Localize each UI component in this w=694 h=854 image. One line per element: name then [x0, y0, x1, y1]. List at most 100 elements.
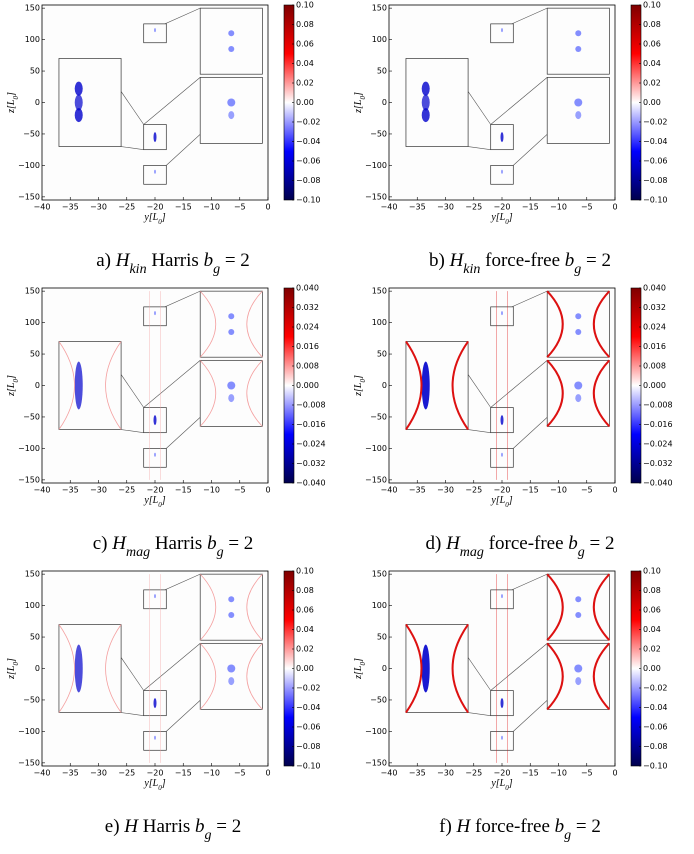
- caption: e) H Harris bg = 2: [105, 816, 241, 842]
- field-blob: [421, 81, 430, 96]
- text-part: kin: [463, 262, 480, 277]
- field-curve: [199, 643, 263, 710]
- text-part: y[L: [143, 212, 158, 223]
- inset: [58, 58, 122, 147]
- y-axis-label: z[L0]: [353, 375, 366, 397]
- colorbar-tick-label: 0.00: [296, 664, 314, 673]
- x-tick-label: −30: [90, 203, 107, 212]
- colorbar-tick-label: 0.04: [296, 625, 314, 634]
- inset-connector: [468, 146, 491, 150]
- text-part: 0: [158, 218, 162, 226]
- x-tick-label: −25: [118, 486, 135, 495]
- colorbar-tick-label: −0.04: [296, 703, 321, 712]
- text-part: 0: [505, 784, 509, 792]
- colorbar-tick-label: 0.02: [643, 79, 661, 88]
- colorbar-tick-label: 0.016: [296, 342, 319, 351]
- colorbar-tick-label: 0.04: [643, 59, 661, 68]
- x-tick-label: −5: [234, 486, 246, 495]
- colorbar-tick-label: 0.040: [643, 284, 666, 293]
- text-part: ]: [508, 212, 513, 223]
- y-tick-label: 100: [25, 601, 40, 610]
- inset-connector: [121, 712, 144, 716]
- text-part: 0: [359, 662, 367, 666]
- colorbar-tick-label: −0.032: [296, 459, 326, 468]
- x-tick-label: −5: [234, 769, 246, 778]
- colorbar-tick-label: −0.024: [296, 440, 326, 449]
- y-tick-label: 50: [377, 67, 387, 76]
- colorbar-tick-label: 0.08: [296, 586, 314, 595]
- colorbar-tick-label: −0.10: [296, 196, 321, 205]
- text-part: ]: [161, 212, 166, 223]
- x-tick-label: −40: [34, 486, 51, 495]
- colorbar-tick-label: 0.000: [296, 381, 319, 390]
- inset-connector: [490, 360, 548, 408]
- y-tick-label: 100: [372, 601, 387, 610]
- text-part: y[L: [490, 212, 505, 223]
- field-blob: [154, 735, 156, 740]
- text-part: ]: [6, 375, 17, 380]
- field-blob: [501, 28, 503, 33]
- field-blob: [228, 329, 235, 336]
- panel: −40 −35 −30 −25 −20 −15 −10 −5 0−150−100−5005010…: [353, 567, 667, 843]
- small-box: [490, 23, 514, 44]
- field-curve: [149, 574, 161, 763]
- colorbar-tick-label: 0.00: [296, 98, 314, 107]
- colorbar-tick-label: −0.008: [643, 401, 673, 410]
- field-blob: [501, 452, 503, 457]
- inset: [405, 341, 469, 430]
- text-part: b: [555, 816, 565, 837]
- panel: −40 −35 −30 −25 −20 −15 −10 −5 0−150−100−5005010…: [6, 284, 325, 560]
- text-part: e): [105, 816, 120, 837]
- text-part: ]: [6, 658, 17, 663]
- inset: [199, 642, 263, 710]
- x-tick-label: −30: [90, 769, 107, 778]
- text-part: b): [429, 250, 445, 271]
- y-axis-label: z[L0]: [6, 375, 19, 397]
- field-blob: [228, 313, 235, 320]
- field-blob: [575, 394, 582, 403]
- colorbar-tick-label: 0.032: [643, 303, 666, 312]
- inset: [405, 58, 469, 147]
- small-box: [143, 731, 167, 751]
- small-box: [143, 448, 167, 468]
- text-part: = 2: [225, 250, 250, 271]
- x-tick-label: −35: [409, 203, 426, 212]
- inset-connector: [490, 643, 548, 691]
- y-tick-label: −150: [365, 758, 387, 767]
- caption: d) Hmag force-free bg = 2: [425, 533, 614, 559]
- y-tick-label: −150: [18, 475, 40, 484]
- text-part: H: [449, 250, 465, 271]
- x-tick-label: −10: [203, 486, 220, 495]
- inset-connector: [121, 429, 144, 433]
- y-tick-label: 50: [377, 350, 387, 359]
- field-blob: [227, 664, 236, 673]
- field-curve: [199, 290, 263, 358]
- colorbar-tick-label: 0.000: [643, 381, 666, 390]
- x-axis-label: y[L0]: [143, 778, 165, 791]
- y-tick-label: −50: [23, 695, 40, 704]
- panel: −40 −35 −30 −25 −20 −15 −10 −5 0−150−100−5005010…: [353, 1, 667, 277]
- inset-connector: [121, 146, 144, 150]
- colorbar-tick-label: 0.032: [296, 303, 319, 312]
- caption: a) Hkin Harris bg = 2: [96, 250, 250, 276]
- colorbar-tick-label: 0.10: [296, 1, 314, 10]
- small-box: [490, 165, 514, 185]
- x-axis-label: y[L0]: [143, 495, 165, 508]
- text-part: kin: [129, 262, 146, 277]
- inset: [199, 7, 263, 75]
- text-part: z[L: [353, 382, 364, 397]
- inset-connector: [468, 712, 491, 716]
- inset: [58, 341, 122, 430]
- x-tick-label: −15: [522, 486, 539, 495]
- x-axis-label: y[L0]: [490, 212, 512, 225]
- caption: f) H force-free bg = 2: [439, 816, 601, 842]
- colorbar-tick-label: −0.008: [296, 401, 326, 410]
- text-part: 0: [12, 379, 20, 383]
- text-part: H: [456, 816, 472, 837]
- x-tick-label: −5: [234, 203, 246, 212]
- y-tick-label: −100: [18, 444, 40, 453]
- text-part: z[L: [353, 665, 364, 680]
- field-blob: [228, 677, 235, 686]
- colorbar-tick-label: −0.02: [643, 118, 668, 127]
- x-tick-label: −15: [175, 486, 192, 495]
